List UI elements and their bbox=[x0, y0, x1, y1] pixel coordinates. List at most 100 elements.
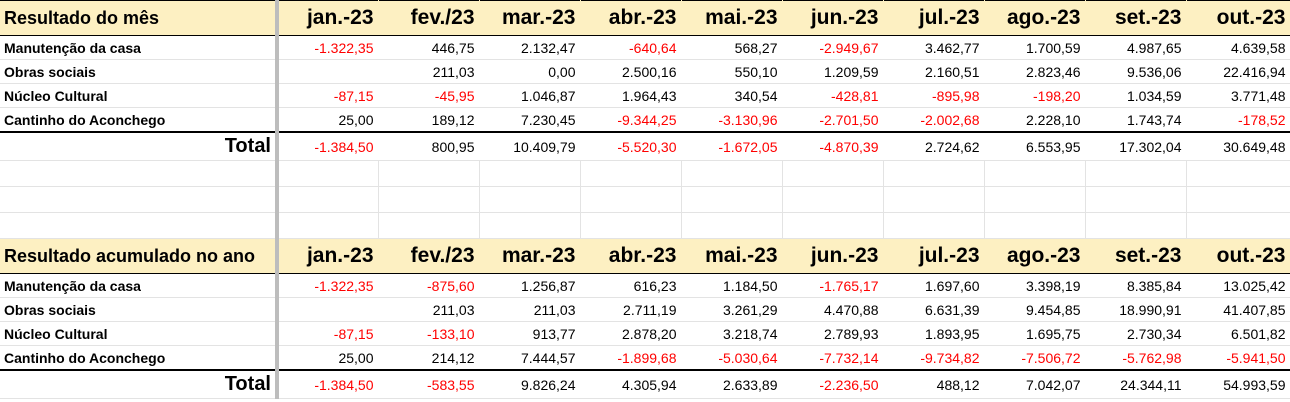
row-label-cell[interactable]: Manutenção da casa bbox=[0, 35, 278, 60]
value-cell[interactable]: -5.030,64 bbox=[681, 345, 783, 371]
value-cell[interactable]: -45,95 bbox=[378, 83, 480, 108]
empty-cell[interactable] bbox=[580, 186, 682, 213]
value-cell[interactable]: 1.695,75 bbox=[984, 321, 1086, 346]
empty-cell[interactable] bbox=[1186, 160, 1290, 187]
value-cell[interactable]: -2.002,68 bbox=[883, 107, 985, 133]
total-value-cell[interactable]: -1.384,50 bbox=[275, 369, 379, 399]
value-cell[interactable]: -1.322,35 bbox=[275, 273, 379, 298]
empty-cell[interactable] bbox=[984, 212, 1086, 239]
value-cell[interactable]: 6.631,39 bbox=[883, 297, 985, 322]
total-value-cell[interactable]: -5.520,30 bbox=[580, 131, 682, 161]
month-header-cell[interactable]: set.-23 bbox=[1085, 0, 1187, 36]
empty-cell[interactable] bbox=[0, 212, 278, 239]
total-value-cell[interactable]: -1.384,50 bbox=[275, 131, 379, 161]
value-cell[interactable]: 2.730,34 bbox=[1085, 321, 1187, 346]
value-cell[interactable]: -2.949,67 bbox=[782, 35, 884, 60]
value-cell[interactable]: 1.743,74 bbox=[1085, 107, 1187, 133]
month-header-cell[interactable]: jul.-23 bbox=[883, 238, 985, 274]
value-cell[interactable]: 0,00 bbox=[479, 59, 581, 84]
value-cell[interactable]: -178,52 bbox=[1186, 107, 1290, 133]
value-cell[interactable]: 3.398,19 bbox=[984, 273, 1086, 298]
row-label-cell[interactable]: Cantinho do Aconchego bbox=[0, 345, 278, 371]
total-value-cell[interactable]: 4.305,94 bbox=[580, 369, 682, 399]
value-cell[interactable]: 2.500,16 bbox=[580, 59, 682, 84]
value-cell[interactable]: -875,60 bbox=[378, 273, 480, 298]
empty-cell[interactable] bbox=[378, 160, 480, 187]
value-cell[interactable]: 25,00 bbox=[275, 345, 379, 371]
empty-cell[interactable] bbox=[378, 186, 480, 213]
empty-cell[interactable] bbox=[883, 212, 985, 239]
empty-cell[interactable] bbox=[1186, 186, 1290, 213]
value-cell[interactable]: 3.462,77 bbox=[883, 35, 985, 60]
empty-cell[interactable] bbox=[479, 212, 581, 239]
row-label-cell[interactable]: Manutenção da casa bbox=[0, 273, 278, 298]
row-label-cell[interactable]: Obras sociais bbox=[0, 59, 278, 84]
month-header-cell[interactable]: ago.-23 bbox=[984, 238, 1086, 274]
total-value-cell[interactable]: 9.826,24 bbox=[479, 369, 581, 399]
empty-cell[interactable] bbox=[479, 160, 581, 187]
month-header-cell[interactable]: jan.-23 bbox=[275, 238, 379, 274]
value-cell[interactable]: -5.941,50 bbox=[1186, 345, 1290, 371]
value-cell[interactable]: 7.444,57 bbox=[479, 345, 581, 371]
value-cell[interactable] bbox=[275, 59, 379, 84]
value-cell[interactable]: 3.218,74 bbox=[681, 321, 783, 346]
cumulative-section-title[interactable]: Resultado acumulado no ano bbox=[0, 238, 278, 274]
row-label-cell[interactable]: Obras sociais bbox=[0, 297, 278, 322]
total-value-cell[interactable]: 488,12 bbox=[883, 369, 985, 399]
value-cell[interactable]: 211,03 bbox=[479, 297, 581, 322]
month-header-cell[interactable]: mar.-23 bbox=[479, 0, 581, 36]
value-cell[interactable]: 8.385,84 bbox=[1085, 273, 1187, 298]
empty-cell[interactable] bbox=[1085, 160, 1187, 187]
value-cell[interactable]: 25,00 bbox=[275, 107, 379, 133]
value-cell[interactable]: 913,77 bbox=[479, 321, 581, 346]
value-cell[interactable]: 1.184,50 bbox=[681, 273, 783, 298]
value-cell[interactable]: -895,98 bbox=[883, 83, 985, 108]
month-header-cell[interactable]: abr.-23 bbox=[580, 238, 682, 274]
total-value-cell[interactable]: 6.553,95 bbox=[984, 131, 1086, 161]
value-cell[interactable]: 1.893,95 bbox=[883, 321, 985, 346]
value-cell[interactable]: 9.454,85 bbox=[984, 297, 1086, 322]
total-value-cell[interactable]: -583,55 bbox=[378, 369, 480, 399]
total-label-cell[interactable]: Total bbox=[0, 131, 278, 161]
empty-cell[interactable] bbox=[275, 160, 379, 187]
month-header-cell[interactable]: fev./23 bbox=[378, 238, 480, 274]
row-label-cell[interactable]: Núcleo Cultural bbox=[0, 83, 278, 108]
empty-cell[interactable] bbox=[984, 186, 1086, 213]
value-cell[interactable]: -5.762,98 bbox=[1085, 345, 1187, 371]
value-cell[interactable]: 2.132,47 bbox=[479, 35, 581, 60]
empty-cell[interactable] bbox=[681, 160, 783, 187]
month-header-cell[interactable]: jan.-23 bbox=[275, 0, 379, 36]
empty-cell[interactable] bbox=[681, 186, 783, 213]
row-label-cell[interactable]: Cantinho do Aconchego bbox=[0, 107, 278, 133]
value-cell[interactable]: 2.711,19 bbox=[580, 297, 682, 322]
value-cell[interactable]: 2.160,51 bbox=[883, 59, 985, 84]
value-cell[interactable]: 340,54 bbox=[681, 83, 783, 108]
value-cell[interactable]: -9.734,82 bbox=[883, 345, 985, 371]
empty-cell[interactable] bbox=[378, 212, 480, 239]
month-header-cell[interactable]: abr.-23 bbox=[580, 0, 682, 36]
value-cell[interactable]: 1.034,59 bbox=[1085, 83, 1187, 108]
value-cell[interactable]: -1.765,17 bbox=[782, 273, 884, 298]
empty-cell[interactable] bbox=[883, 160, 985, 187]
empty-cell[interactable] bbox=[580, 212, 682, 239]
value-cell[interactable]: 6.501,82 bbox=[1186, 321, 1290, 346]
value-cell[interactable]: -1.899,68 bbox=[580, 345, 682, 371]
month-header-cell[interactable]: ago.-23 bbox=[984, 0, 1086, 36]
value-cell[interactable]: -640,64 bbox=[580, 35, 682, 60]
value-cell[interactable]: 1.964,43 bbox=[580, 83, 682, 108]
value-cell[interactable]: 9.536,06 bbox=[1085, 59, 1187, 84]
month-header-cell[interactable]: mar.-23 bbox=[479, 238, 581, 274]
empty-cell[interactable] bbox=[883, 186, 985, 213]
month-header-cell[interactable]: out.-23 bbox=[1186, 0, 1290, 36]
value-cell[interactable]: 1.700,59 bbox=[984, 35, 1086, 60]
value-cell[interactable]: 4.470,88 bbox=[782, 297, 884, 322]
total-value-cell[interactable]: 54.993,59 bbox=[1186, 369, 1290, 399]
value-cell[interactable]: 1.209,59 bbox=[782, 59, 884, 84]
empty-cell[interactable] bbox=[479, 186, 581, 213]
value-cell[interactable]: -3.130,96 bbox=[681, 107, 783, 133]
empty-cell[interactable] bbox=[1085, 212, 1187, 239]
value-cell[interactable]: 4.639,58 bbox=[1186, 35, 1290, 60]
month-header-cell[interactable]: fev./23 bbox=[378, 0, 480, 36]
month-header-cell[interactable]: mai.-23 bbox=[681, 0, 783, 36]
empty-cell[interactable] bbox=[0, 186, 278, 213]
